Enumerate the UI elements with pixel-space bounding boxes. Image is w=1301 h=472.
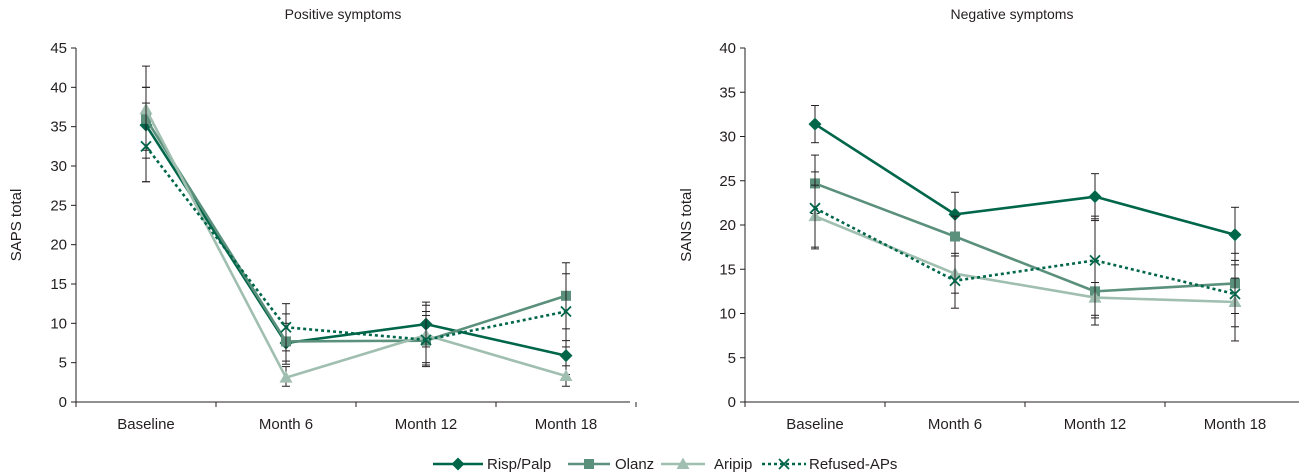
legend-marker-aripip [676,457,690,469]
series-line [144,145,567,342]
series-line [144,118,567,343]
data-point [1089,254,1101,267]
series-line [814,214,1236,304]
y-tick-label: 30 [50,158,67,175]
data-point [1228,228,1242,242]
y-tick-label: 20 [50,237,67,254]
error-bar [1231,264,1239,342]
x-tick-label: Month 12 [1064,416,1127,433]
legend-marker-olanz [584,459,594,469]
series-olanz [810,154,1240,316]
series-line [814,207,1236,296]
data-point [559,369,573,382]
data-point [808,117,822,131]
positive-symptoms-panel: Positive symptoms SAPS total 0 5 10 15 20 25 3… [8,6,637,433]
series-risp-palp [139,86,573,375]
x-tick-label: Month 18 [535,416,598,433]
y-tick-label: 20 [719,217,736,234]
y-tick-label: 10 [719,306,736,323]
data-point [1229,288,1241,300]
legend-label-refused-aps: Refused-APs [809,456,897,472]
series-line [814,123,1236,236]
legend-marker-risp-palp [451,457,465,471]
y-axis-label: SANS total [678,188,695,261]
error-bar [142,102,150,183]
x-tick-label: Month 6 [259,416,313,433]
negative-symptoms-panel: Negative symptoms SANS total 0 5 10 15 20 25 3… [678,6,1299,433]
y-tick-label: 40 [50,79,67,96]
data-point [559,349,573,363]
data-point [948,207,962,221]
error-bar [1091,215,1099,326]
data-point [949,275,961,287]
series-refused-aps [809,171,1241,342]
chart-title: Positive symptoms [285,6,402,22]
legend-marker-refused-aps [778,458,790,470]
data-point [420,334,432,346]
y-tick-label: 25 [50,197,67,214]
series-olanz [141,65,571,366]
data-point [809,202,821,214]
y-tick-label: 10 [50,315,67,332]
data-point [140,140,152,152]
y-tick-label: 35 [50,119,67,136]
data-point [950,231,960,242]
x-tick-label: Month 18 [1204,416,1267,433]
y-tick-label: 0 [728,394,736,411]
y-tick-label: 5 [59,355,67,372]
x-tick-label: Baseline [117,416,175,433]
legend-label-risp-palp: Risp/Palp [487,456,551,472]
y-axis-label: SAPS total [8,189,25,262]
y-tick-label: 25 [719,173,736,190]
x-tick-label: Month 12 [395,416,458,433]
y-tick-label: 35 [719,84,736,101]
y-tick-label: 40 [719,40,736,57]
series-refused-aps [140,102,572,368]
series-risp-palp [808,105,1242,261]
data-point [279,371,293,383]
series-line [144,124,567,357]
legend: Risp/Palp Olanz Aripip Refused-APs [433,456,897,472]
y-tick-label: 45 [50,40,67,57]
y-tick-label: 30 [719,129,736,146]
data-point [560,305,572,318]
x-tick-label: Month 6 [928,416,982,433]
y-tick-label: 15 [719,261,736,278]
x-tick-label: Baseline [786,416,844,433]
y-tick-label: 0 [59,394,67,411]
y-tick-label: 15 [50,276,67,293]
data-point [1088,190,1102,204]
y-tick-label: 5 [728,350,736,367]
series-line [144,108,567,379]
data-point [280,321,292,333]
series-line [814,182,1236,293]
legend-label-olanz: Olanz [615,456,654,472]
chart-title: Negative symptoms [951,6,1074,22]
legend-label-aripip: Aripip [714,456,752,472]
